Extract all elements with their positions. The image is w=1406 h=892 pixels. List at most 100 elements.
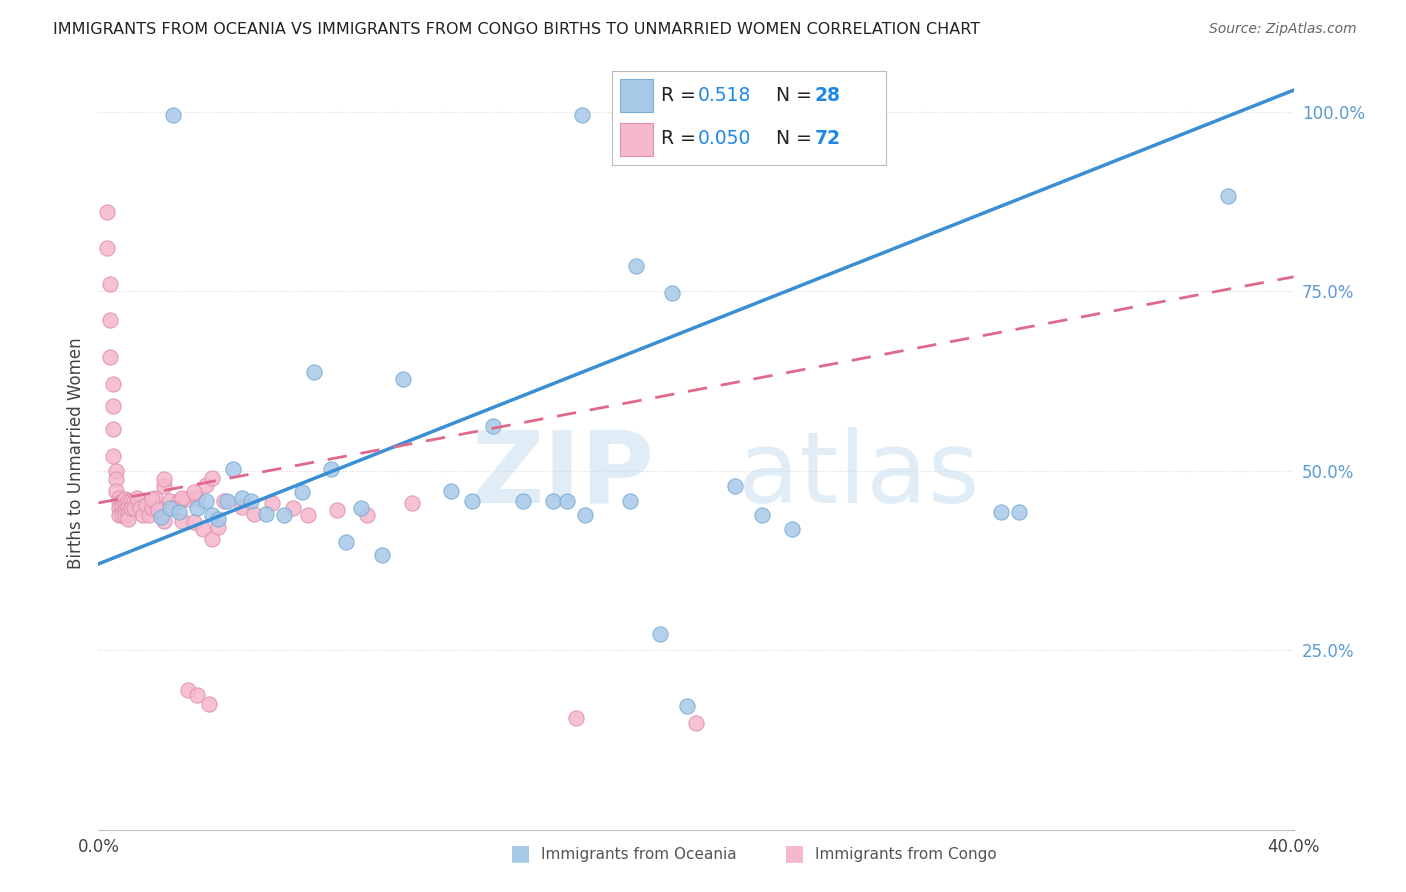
Point (574, 508, 596, 523)
Point (159, 493, 181, 508)
Point (676, 699, 699, 714)
Point (103, 399, 125, 413)
Point (159, 500, 181, 515)
Point (138, 508, 160, 523)
Point (103, 422, 125, 436)
Point (191, 523, 214, 537)
Point (124, 500, 146, 515)
Point (127, 491, 149, 505)
Point (392, 372, 415, 386)
Point (114, 503, 136, 517)
Point (401, 496, 423, 510)
Point (619, 493, 641, 508)
Point (129, 500, 152, 515)
Point (231, 500, 253, 514)
Point (141, 500, 163, 515)
Point (167, 505, 190, 519)
Point (212, 493, 235, 508)
Point (512, 493, 534, 508)
Point (751, 508, 773, 523)
Point (177, 492, 200, 507)
Point (117, 512, 139, 526)
Point (281, 500, 304, 515)
Point (260, 496, 283, 510)
Point (440, 483, 463, 498)
Point (297, 508, 319, 523)
Point (148, 500, 170, 515)
Point (135, 498, 157, 512)
Point (153, 472, 176, 486)
Text: IMMIGRANTS FROM OCEANIA VS IMMIGRANTS FROM CONGO BIRTHS TO UNMARRIED WOMEN CORRE: IMMIGRANTS FROM OCEANIA VS IMMIGRANTS FR… (53, 22, 980, 37)
Point (201, 532, 224, 546)
Point (557, 493, 579, 508)
Text: N =: N = (776, 128, 818, 148)
Point (183, 485, 205, 500)
Point (183, 516, 205, 530)
Point (231, 491, 253, 505)
Text: ■: ■ (510, 844, 530, 863)
Point (302, 365, 325, 379)
Point (111, 500, 134, 514)
Point (141, 492, 163, 507)
Point (96, 241, 118, 255)
Point (153, 514, 176, 528)
Point (371, 549, 394, 563)
Point (177, 682, 200, 697)
Point (150, 510, 173, 524)
Point (111, 508, 134, 523)
Point (148, 503, 170, 517)
Point (356, 508, 378, 523)
Text: ■: ■ (785, 844, 804, 863)
Text: 0.050: 0.050 (697, 128, 751, 148)
Point (990, 505, 1012, 519)
Point (1008, 505, 1031, 519)
Bar (620, 123, 652, 156)
Text: Immigrants from Congo: Immigrants from Congo (815, 847, 997, 862)
Point (98, 277, 122, 291)
Text: 0.518: 0.518 (697, 86, 751, 104)
Point (685, 716, 707, 731)
Point (114, 498, 136, 512)
Point (650, 627, 672, 641)
Point (172, 491, 194, 505)
Point (111, 493, 134, 508)
Point (780, 523, 803, 537)
Point (103, 377, 125, 392)
Point (239, 493, 262, 508)
Point (124, 493, 146, 508)
Text: 72: 72 (814, 128, 841, 148)
Point (273, 508, 295, 523)
Point (254, 507, 277, 521)
Text: 28: 28 (814, 86, 841, 104)
Point (724, 479, 747, 493)
Point (661, 285, 683, 300)
Point (198, 697, 221, 711)
Text: atlas: atlas (738, 426, 980, 524)
Point (108, 508, 131, 523)
Point (98, 313, 122, 327)
Point (186, 688, 208, 702)
Point (626, 259, 648, 273)
Point (153, 479, 176, 493)
Point (243, 507, 266, 521)
Point (195, 493, 218, 508)
Point (114, 508, 136, 523)
Point (186, 491, 208, 505)
Point (117, 500, 139, 514)
Point (186, 500, 208, 515)
Point (207, 512, 229, 526)
Point (143, 491, 166, 505)
Point (108, 496, 131, 510)
Point (335, 535, 357, 549)
Text: Immigrants from Oceania: Immigrants from Oceania (541, 847, 737, 862)
Point (215, 493, 238, 508)
Point (117, 507, 139, 521)
Text: R =: R = (661, 128, 702, 148)
Point (108, 491, 131, 505)
Point (201, 508, 224, 523)
Point (162, 500, 184, 515)
Point (350, 500, 373, 515)
Point (222, 462, 245, 476)
Point (96, 205, 118, 219)
Text: Source: ZipAtlas.com: Source: ZipAtlas.com (1209, 22, 1357, 37)
